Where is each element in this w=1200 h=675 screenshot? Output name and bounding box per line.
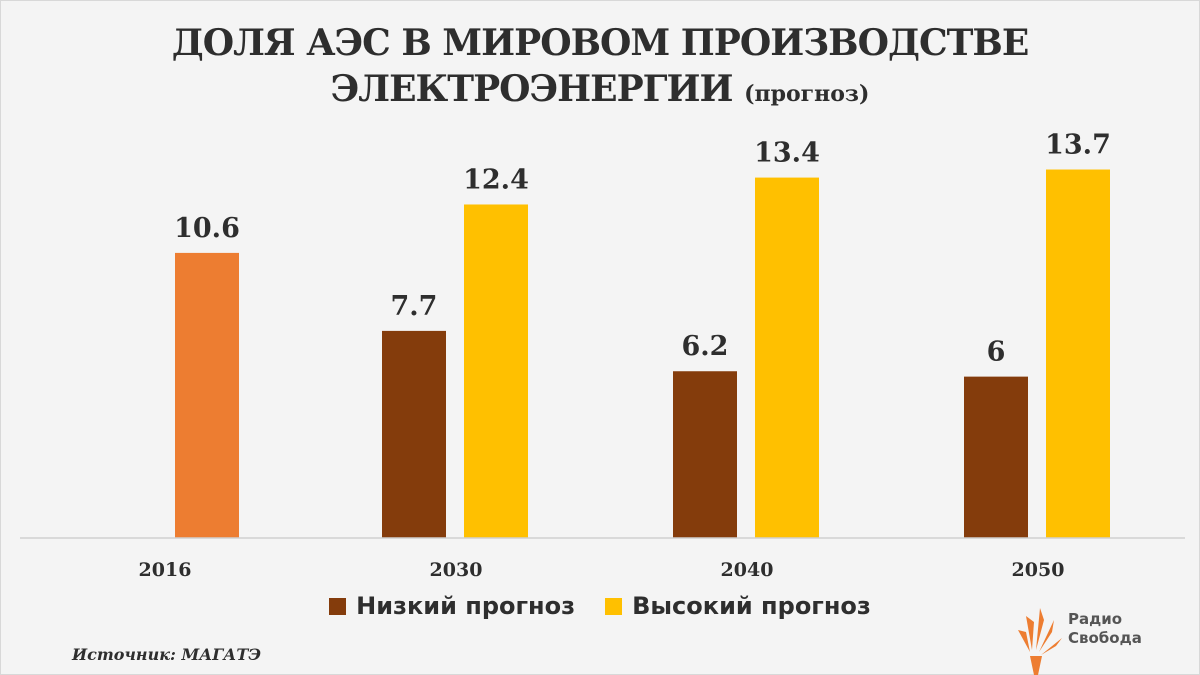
source-note: Источник: МАГАТЭ [72, 645, 261, 664]
bar-actual-2016 [175, 252, 239, 538]
legend: Низкий прогноз Высокий прогноз [0, 592, 1200, 620]
bar-chart: 10.6 7.7 12.4 6.2 13.4 6 13.7 2016 2030 2040 2050 [20, 130, 1185, 581]
value-label-high-2040: 13.4 [754, 138, 820, 169]
category-label-2030: 2030 [430, 559, 483, 581]
title-line2-text: ЭЛЕКТРОЭНЕРГИИ [330, 68, 734, 110]
category-label-2040: 2040 [721, 559, 774, 581]
legend-item-high: Высокий прогноз [605, 592, 871, 620]
title-line1-text: ДОЛЯ АЭС В МИРОВОМ ПРОИЗВОДСТВЕ [171, 22, 1030, 64]
bar-high-2030 [464, 204, 528, 538]
value-label-high-2030: 12.4 [463, 164, 529, 195]
logo-text: Радио Свобода [1068, 610, 1142, 648]
title-suffix: (прогноз) [744, 81, 870, 107]
category-label-2050: 2050 [1012, 559, 1065, 581]
chart-title-line1: ДОЛЯ АЭС В МИРОВОМ ПРОИЗВОДСТВЕ [0, 22, 1200, 64]
legend-item-low: Низкий прогноз [329, 592, 575, 620]
bars-group [175, 169, 1110, 538]
logo-line1: Радио [1068, 610, 1123, 628]
bar-high-2040 [755, 177, 819, 538]
value-label-low-2030: 7.7 [391, 291, 438, 322]
value-label-actual-2016: 10.6 [174, 213, 240, 244]
category-labels-group: 2016 2030 2040 2050 [139, 559, 1065, 581]
value-label-low-2050: 6 [987, 337, 1006, 368]
value-label-low-2040: 6.2 [682, 331, 729, 362]
bar-high-2050 [1046, 169, 1110, 538]
legend-label-high: Высокий прогноз [632, 592, 871, 620]
legend-swatch-high [605, 597, 623, 615]
logo-line2: Свобода [1068, 629, 1142, 647]
chart-title-line2: ЭЛЕКТРОЭНЕРГИИ (прогноз) [0, 68, 1200, 110]
bar-low-2050 [964, 376, 1028, 538]
bar-low-2030 [382, 330, 446, 538]
value-label-high-2050: 13.7 [1045, 130, 1111, 161]
legend-swatch-low [329, 597, 347, 615]
value-labels-group: 10.6 7.7 12.4 6.2 13.4 6 13.7 [174, 130, 1111, 368]
bar-low-2040 [673, 371, 737, 538]
rfe-rl-torch-icon [1018, 608, 1062, 675]
legend-label-low: Низкий прогноз [356, 592, 576, 620]
category-label-2016: 2016 [139, 559, 192, 581]
